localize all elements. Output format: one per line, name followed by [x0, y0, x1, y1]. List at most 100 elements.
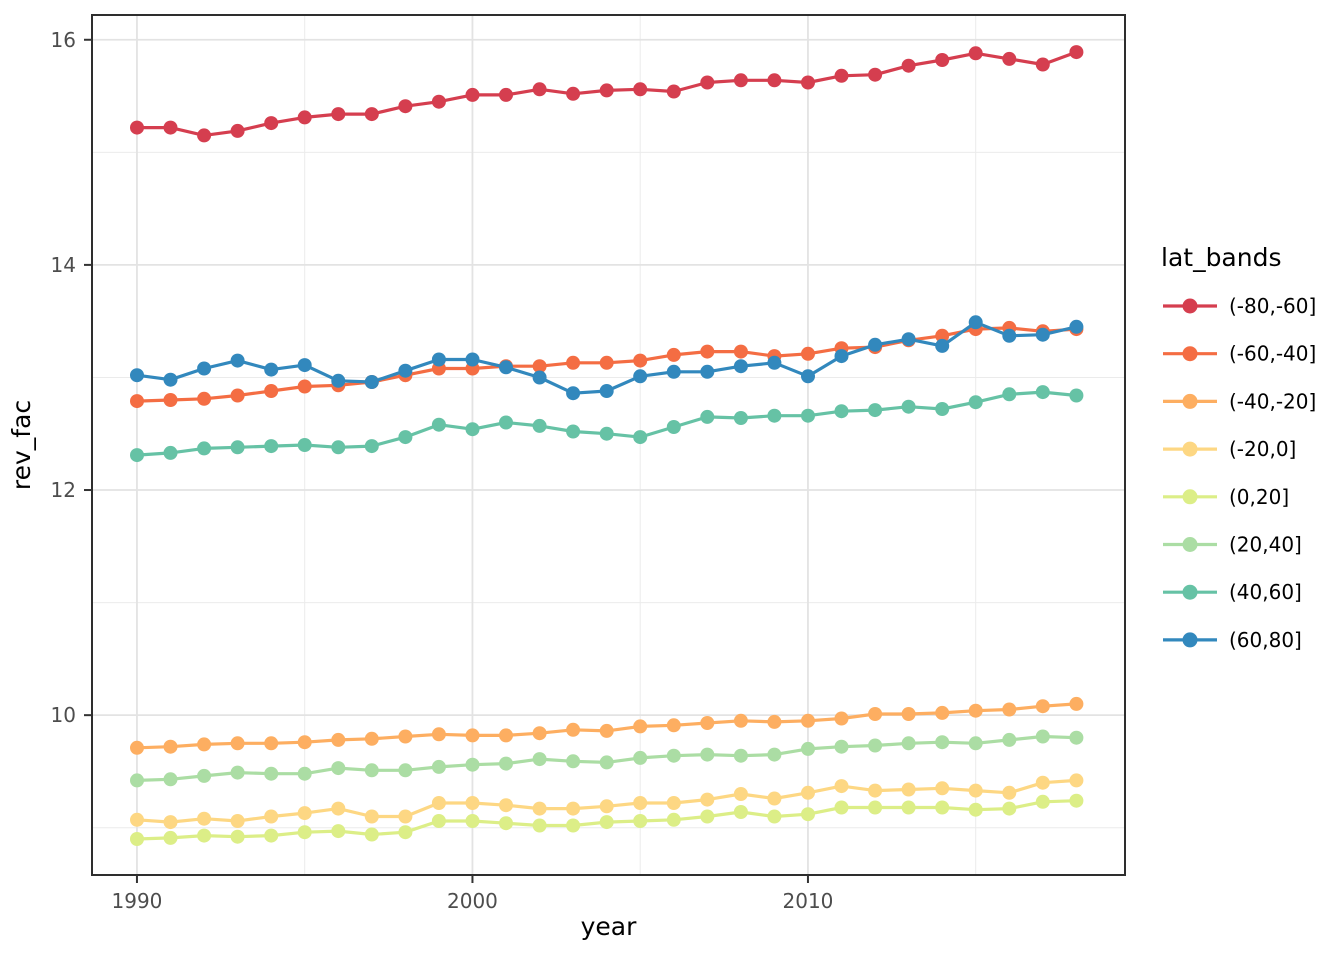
data-point — [1035, 775, 1050, 790]
data-point — [431, 759, 446, 774]
legend-item-label: (-20,0] — [1229, 437, 1296, 461]
data-point — [834, 779, 849, 794]
data-point — [1069, 388, 1084, 403]
data-point — [264, 384, 279, 398]
data-point — [264, 362, 279, 377]
data-point — [599, 384, 614, 398]
panel-border — [91, 14, 1126, 876]
data-point — [465, 796, 480, 810]
data-point — [163, 120, 178, 135]
data-point — [331, 440, 346, 455]
data-point — [163, 830, 178, 845]
data-point — [868, 800, 883, 815]
data-point — [163, 393, 178, 407]
legend-key-point-icon — [1182, 537, 1198, 552]
data-point — [968, 315, 983, 330]
data-point — [331, 761, 346, 776]
data-point — [868, 707, 883, 721]
data-point — [264, 809, 279, 824]
data-point — [197, 361, 212, 376]
data-point — [968, 783, 983, 798]
legend-item: (-20,0] — [1163, 437, 1296, 461]
data-point — [130, 394, 144, 409]
data-point — [499, 798, 513, 813]
x-tick-label: 2010 — [783, 889, 834, 913]
data-point — [499, 816, 513, 831]
y-axis-title: rev_fac — [7, 400, 36, 490]
data-point — [1002, 801, 1017, 816]
data-point — [868, 403, 883, 418]
data-point — [532, 418, 547, 433]
data-point — [834, 404, 849, 419]
data-point — [767, 355, 782, 370]
data-point — [130, 448, 144, 463]
data-point — [230, 388, 245, 403]
data-point — [130, 832, 144, 846]
data-point — [700, 716, 715, 730]
data-point — [733, 73, 748, 88]
data-point — [532, 801, 547, 816]
data-point — [130, 812, 144, 827]
data-point — [901, 707, 916, 721]
data-point — [297, 735, 312, 750]
data-point — [968, 802, 983, 817]
data-point — [566, 801, 581, 816]
data-point — [599, 799, 614, 814]
data-point — [398, 825, 413, 840]
data-point — [297, 806, 312, 821]
data-point — [431, 94, 446, 109]
data-point — [868, 783, 883, 798]
data-point — [801, 741, 815, 756]
data-point — [834, 349, 849, 364]
legend-item: (-60,-40] — [1163, 342, 1316, 366]
data-point — [532, 818, 547, 833]
data-point — [935, 328, 950, 343]
data-point — [398, 729, 413, 744]
data-point — [398, 763, 413, 778]
data-point — [197, 441, 212, 456]
data-point — [968, 46, 983, 61]
data-point — [465, 87, 480, 102]
data-point — [1069, 696, 1084, 711]
data-point — [163, 815, 178, 830]
data-point — [297, 358, 312, 373]
legend-title: lat_bands — [1161, 243, 1282, 272]
data-point — [331, 732, 346, 747]
legend-key-point-icon — [1182, 441, 1198, 457]
data-point — [1069, 773, 1084, 788]
data-point — [499, 756, 513, 771]
data-point — [532, 752, 547, 767]
data-point — [901, 399, 916, 414]
data-point — [566, 424, 581, 439]
series-(-40,-20] — [130, 696, 1084, 755]
data-point — [130, 120, 144, 135]
data-point — [532, 726, 547, 741]
data-point — [1002, 328, 1017, 343]
data-point — [230, 736, 245, 751]
data-point — [633, 430, 648, 445]
data-point — [868, 738, 883, 753]
data-point — [767, 791, 782, 806]
data-point — [1035, 729, 1050, 744]
series-(60,80] — [130, 315, 1084, 401]
series-(0,20] — [130, 793, 1084, 846]
data-point — [834, 800, 849, 815]
legend-key-point-icon — [1182, 632, 1198, 648]
data-point — [666, 364, 681, 379]
data-point — [801, 369, 815, 384]
data-point — [398, 809, 413, 824]
data-point — [733, 805, 748, 819]
data-point — [700, 344, 715, 359]
data-point — [364, 827, 379, 842]
data-point — [398, 363, 413, 378]
data-point — [297, 766, 312, 781]
data-point — [968, 395, 983, 410]
series-(-80,-60] — [130, 45, 1084, 143]
data-point — [767, 73, 782, 88]
legend-item-label: (40,60] — [1229, 580, 1302, 604]
data-point — [666, 718, 681, 733]
legend-key-point-icon — [1182, 489, 1198, 505]
legend-item-label: (0,20] — [1229, 485, 1289, 509]
data-point — [968, 703, 983, 718]
